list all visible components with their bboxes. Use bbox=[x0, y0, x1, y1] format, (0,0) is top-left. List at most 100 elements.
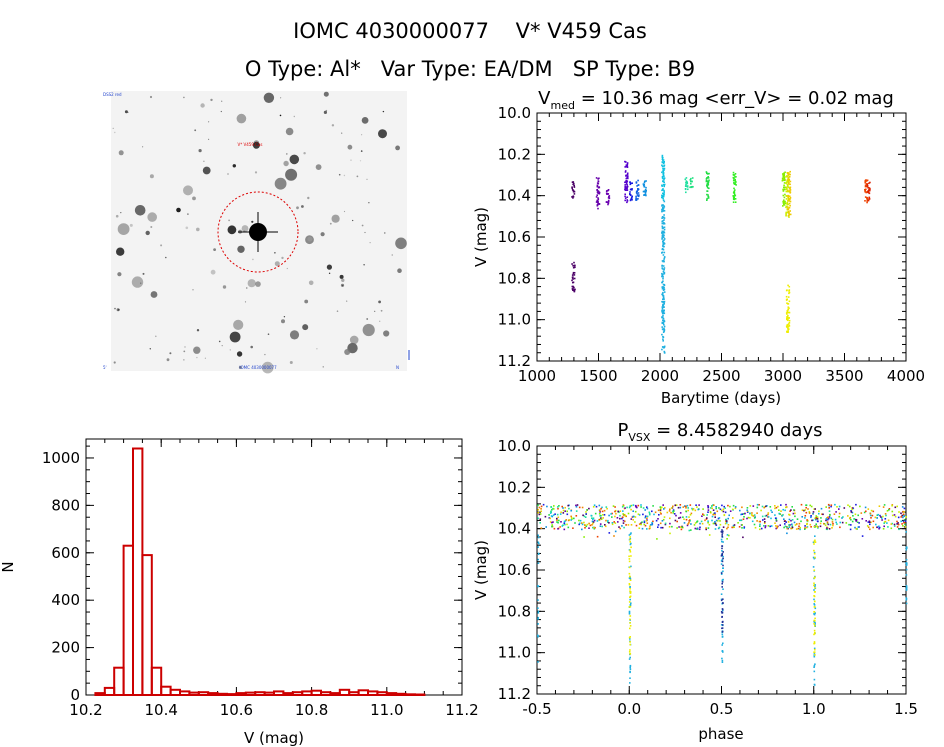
phased-point bbox=[714, 516, 716, 518]
phased-point bbox=[617, 521, 619, 523]
phased-point bbox=[883, 525, 885, 528]
finder-star bbox=[221, 100, 223, 102]
finder-star bbox=[303, 152, 306, 155]
phased-point bbox=[593, 526, 595, 529]
phased-point bbox=[537, 511, 539, 514]
phased-dip-point bbox=[721, 540, 723, 543]
histogram-bar bbox=[141, 554, 153, 696]
phased-point bbox=[680, 528, 683, 531]
finder-star bbox=[166, 358, 170, 362]
phased-dip-point bbox=[813, 629, 816, 632]
histogram-bar bbox=[254, 691, 266, 697]
phased-dip-point bbox=[905, 531, 907, 533]
lightcurve-point bbox=[789, 180, 792, 183]
phased-point bbox=[601, 506, 603, 509]
phased-point bbox=[600, 518, 603, 520]
finder-star bbox=[116, 308, 120, 312]
lightcurve-point bbox=[686, 181, 688, 184]
phased-point bbox=[851, 520, 854, 523]
phased-point bbox=[884, 518, 887, 520]
y-tick-label: 10.6 bbox=[498, 228, 531, 246]
finder-star bbox=[204, 357, 206, 359]
lightcurve-point bbox=[663, 217, 666, 219]
phased-point bbox=[741, 506, 743, 509]
phased-point bbox=[791, 506, 793, 508]
phased-point bbox=[743, 527, 745, 529]
finder-star bbox=[232, 164, 236, 168]
phased-point bbox=[896, 520, 898, 523]
phased-point bbox=[839, 521, 842, 524]
phased-point bbox=[689, 520, 691, 522]
phased-point bbox=[632, 515, 634, 518]
phased-dip-point bbox=[629, 596, 631, 598]
histogram-bar bbox=[367, 690, 379, 697]
lightcurve-point bbox=[788, 190, 791, 193]
lightcurve-point bbox=[663, 312, 666, 315]
phased-point bbox=[746, 507, 749, 509]
phased-point bbox=[689, 519, 691, 521]
finder-star bbox=[196, 329, 200, 332]
lightcurve-point bbox=[663, 351, 666, 354]
finder-star bbox=[185, 226, 189, 230]
phased-dip-point bbox=[905, 548, 908, 551]
phased-point bbox=[902, 525, 904, 527]
lightcurve-point bbox=[785, 195, 788, 197]
phased-point bbox=[624, 513, 626, 516]
lightcurve-point bbox=[661, 196, 663, 199]
phased-point bbox=[770, 517, 772, 520]
lightcurve-xlabel: Barytime (days) bbox=[661, 389, 781, 407]
phased-point bbox=[726, 522, 728, 524]
phased-dip-point bbox=[721, 631, 724, 633]
lightcurve-point bbox=[624, 197, 627, 199]
phased-point bbox=[853, 518, 855, 520]
phased-point bbox=[619, 514, 621, 517]
phased-point bbox=[869, 512, 872, 515]
lightcurve-point bbox=[663, 200, 666, 203]
phased-point bbox=[688, 520, 690, 522]
lightcurve-point bbox=[661, 232, 663, 234]
phased-point bbox=[830, 504, 833, 506]
lightcurve-point bbox=[661, 333, 663, 336]
lightcurve-point bbox=[783, 204, 786, 206]
phased-point bbox=[733, 524, 736, 526]
phased-point bbox=[663, 508, 665, 510]
phased-point bbox=[836, 506, 838, 508]
phased-point bbox=[607, 519, 609, 522]
phased-dip-point bbox=[629, 618, 631, 621]
phased-point bbox=[706, 517, 708, 519]
lightcurve-point bbox=[732, 176, 735, 179]
x-tick-label: 2500 bbox=[702, 367, 740, 385]
lightcurve-point bbox=[574, 288, 576, 291]
phased-dip-point bbox=[537, 612, 540, 614]
phased-dip-point bbox=[537, 635, 539, 638]
lightcurve-point bbox=[572, 278, 574, 280]
phased-point bbox=[744, 512, 746, 515]
lightcurve-point bbox=[786, 317, 788, 320]
lightcurve-frame bbox=[536, 112, 907, 362]
phased-point bbox=[602, 514, 604, 516]
phased-point bbox=[727, 504, 729, 507]
phased-point bbox=[638, 523, 641, 525]
lightcurve-point bbox=[571, 187, 573, 190]
phased-point bbox=[819, 522, 822, 525]
finder-star bbox=[395, 237, 407, 250]
lightcurve-point bbox=[663, 302, 665, 304]
phased-point bbox=[563, 520, 566, 523]
lightcurve-point bbox=[663, 329, 666, 331]
lightcurve-point bbox=[687, 188, 689, 191]
phased-point bbox=[549, 521, 552, 523]
lightcurve-point bbox=[732, 173, 735, 176]
phased-point bbox=[832, 524, 834, 527]
phased-point bbox=[611, 522, 614, 524]
phased-point bbox=[767, 525, 770, 527]
phased-point bbox=[793, 509, 795, 511]
phased-point bbox=[847, 515, 849, 517]
phased-point bbox=[724, 522, 727, 525]
phased-dip-point bbox=[814, 584, 816, 586]
lightcurve-point bbox=[869, 189, 871, 192]
finder-star bbox=[222, 285, 227, 289]
phased-point bbox=[775, 527, 777, 530]
finder-star bbox=[328, 272, 331, 274]
phased-dip-point bbox=[812, 566, 815, 568]
finder-star bbox=[364, 231, 366, 234]
